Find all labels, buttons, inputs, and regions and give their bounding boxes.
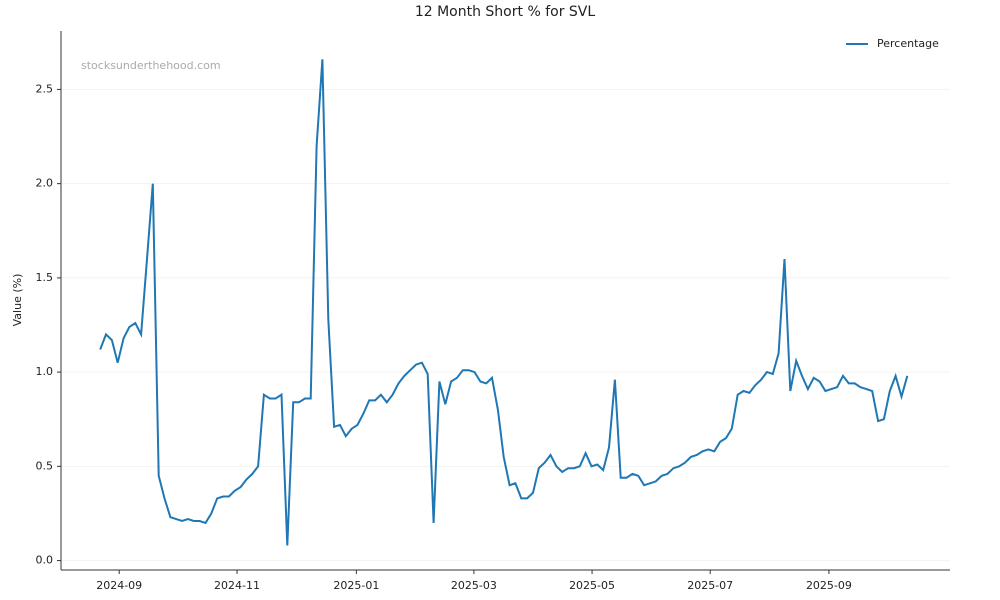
y-tick-label: 0.0 — [36, 554, 54, 567]
x-tick-label: 2025-09 — [806, 579, 852, 592]
x-tick-label: 2024-09 — [96, 579, 142, 592]
x-tick-label: 2025-05 — [569, 579, 615, 592]
data-line — [99, 59, 909, 546]
x-tick-label: 2025-01 — [333, 579, 379, 592]
y-tick-label: 0.5 — [36, 459, 54, 472]
y-tick-label: 2.5 — [36, 82, 54, 95]
watermark: stocksunderthehood.com — [81, 59, 221, 72]
y-axis-label: Value (%) — [11, 274, 24, 327]
x-tick-label: 2024-11 — [214, 579, 260, 592]
legend-label: Percentage — [877, 37, 939, 50]
chart-title: 12 Month Short % for SVL — [415, 4, 596, 20]
y-tick-label: 1.5 — [36, 271, 54, 284]
y-tick-label: 1.0 — [36, 365, 54, 378]
x-tick-label: 2025-03 — [451, 579, 497, 592]
y-tick-label: 2.0 — [36, 177, 54, 190]
x-tick-label: 2025-07 — [687, 579, 733, 592]
